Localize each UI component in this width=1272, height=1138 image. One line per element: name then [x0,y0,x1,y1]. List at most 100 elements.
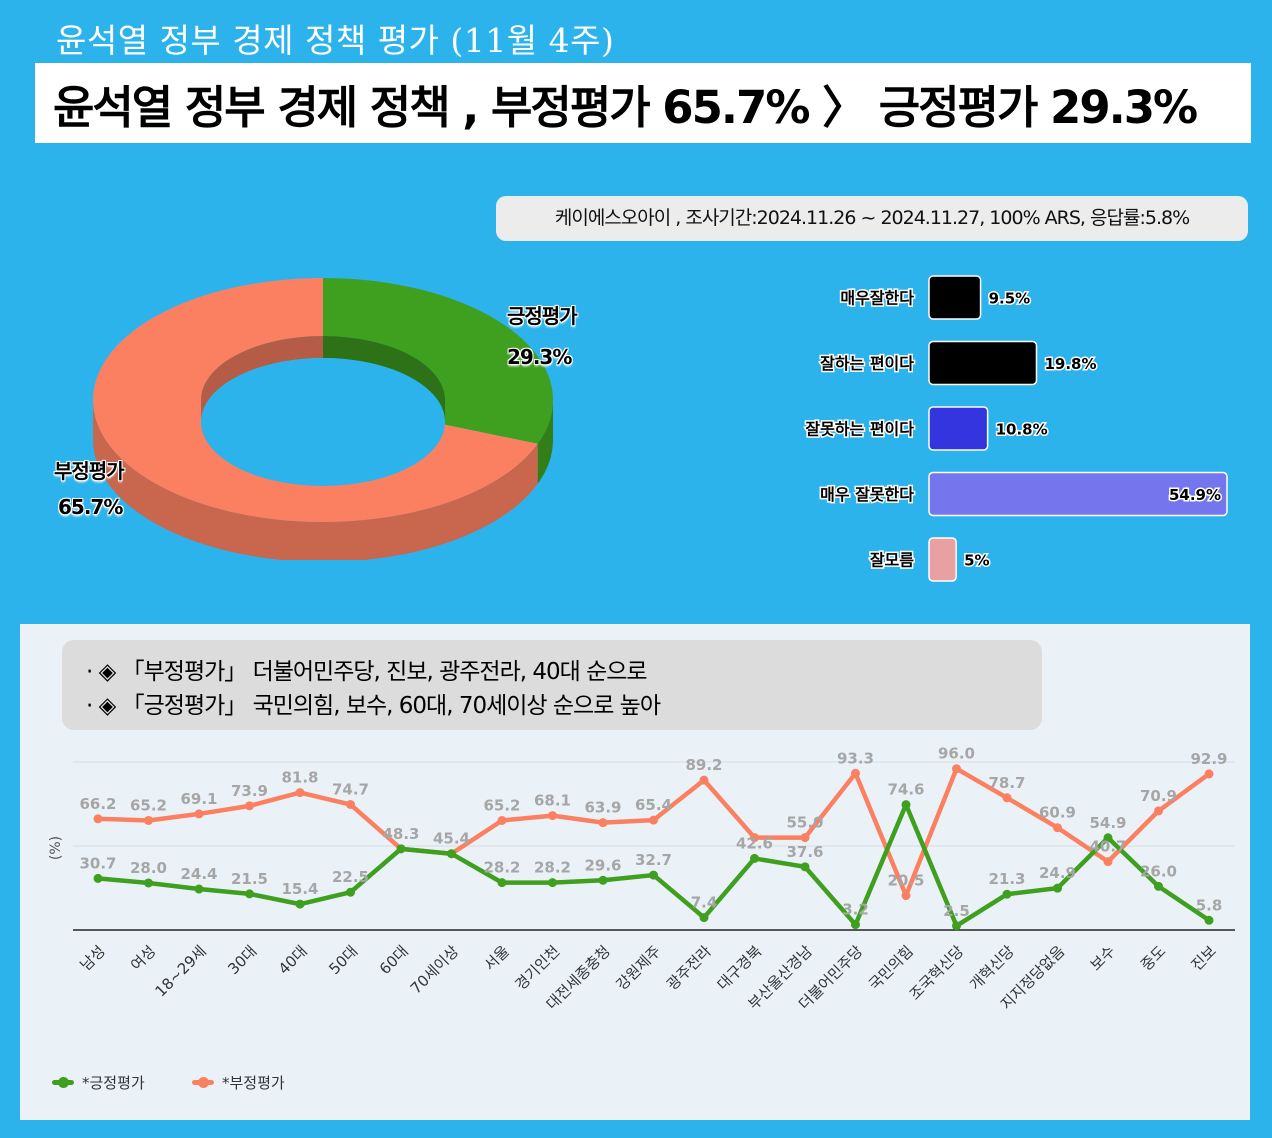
series-1-label-0: 66.2 [79,795,116,813]
bar-value-3: 54.9% [1169,486,1221,504]
series-1-label-2: 69.1 [180,790,217,808]
series-1-point-19 [1053,823,1062,833]
series-0-point-16 [901,800,911,810]
series-0-label-8: 28.2 [483,859,520,877]
series-0-label-6: 48.3 [382,825,419,843]
series-1-point-8 [497,815,507,825]
series-0-label-18: 21.3 [988,870,1025,888]
series-1-point-22 [1204,769,1214,779]
bar-3 [928,471,1228,517]
donut-label-value-0: 29.3% [507,345,572,369]
series-1-point-11 [649,815,658,825]
series-0-label-3: 21.5 [231,870,268,888]
series-0-label-5: 22.5 [332,868,369,886]
series-0-point-4 [295,899,305,909]
series-1-label-4: 81.8 [281,769,318,787]
x-tick-label-6: 60대 [376,942,412,978]
legend-label-positive: *긍정평가 [82,1074,145,1092]
series-1-label-22: 92.9 [1190,750,1227,768]
donut-chart [92,278,553,560]
donut-label-name-1: 부정평가 [54,459,125,483]
series-1-point-13 [750,833,759,843]
headline-box: 윤석열 정부 경제 정책 , 부정평가 65.7% 〉 긍정평가 29.3% [35,63,1251,143]
series-1-label-3: 73.9 [231,782,268,800]
legend-label-negative: *부정평가 [222,1074,285,1092]
series-0-point-18 [1002,889,1012,899]
series-1-point-9 [548,811,557,821]
series-0-point-13 [750,853,759,863]
series-0-point-22 [1204,915,1214,925]
x-tick-label-16: 국민의힘 [865,942,917,994]
series-0-point-3 [245,889,254,899]
x-tick-label-2: 18~29세 [151,942,209,1000]
series-1-point-12 [699,775,709,785]
series-0-point-0 [93,873,103,883]
x-tick-label-3: 30대 [224,942,260,978]
series-0-point-6 [396,844,406,854]
series-1-label-5: 74.7 [332,781,369,799]
x-tick-label-21: 중도 [1137,942,1169,974]
series-0-point-10 [598,875,608,885]
series-0-label-14: 37.6 [786,843,823,861]
series-0-label-21: 26.0 [1140,862,1177,880]
bar-value-4: 5% [964,552,989,570]
series-1-point-16 [901,891,911,901]
series-1-label-11: 65.4 [635,796,672,814]
series-0-label-16: 74.6 [887,781,924,799]
series-0-label-10: 29.6 [584,856,621,874]
series-1-point-5 [346,800,355,810]
series-1-label-17: 96.0 [938,745,975,763]
series-0-label-0: 30.7 [79,854,116,872]
series-1-point-2 [194,809,204,819]
donut-inner-wall-b-0 [323,336,445,422]
series-0-label-11: 32.7 [635,851,672,869]
series-0-label-22: 5.8 [1196,896,1223,914]
series-1-label-19: 60.9 [1039,804,1076,822]
series-1-point-14 [800,833,810,843]
series-0-label-2: 24.4 [180,865,217,883]
x-tick-label-4: 40대 [275,942,311,978]
x-tick-label-12: 광주전라 [663,942,715,994]
series-1-label-8: 65.2 [483,796,520,814]
series-1-point-20 [1103,857,1113,867]
bar-category-4: 잘모름 [870,551,914,570]
series-0-label-1: 28.0 [130,859,167,877]
x-tick-label-1: 여성 [127,942,159,974]
donut-inner-wall-1 [201,336,323,422]
series-0-point-2 [194,884,204,894]
series-0-point-14 [800,862,810,872]
response-bar-chart: 매우잘한다 9.5% 잘하는 편이다 19.8% 잘못하는 편이다 10.8% 매우 잘못한… [804,275,1228,582]
series-1-label-20: 40.7 [1089,838,1126,856]
series-1-label-21: 70.9 [1140,787,1177,805]
series-0-point-11 [649,870,658,880]
series-0-point-15 [851,920,860,930]
bar-category-0: 매우잘한다 [840,289,914,308]
donut-hole [201,358,445,486]
subtitle: 윤석열 정부 경제 정책 평가 (11월 4주) [56,21,615,60]
series-0-label-15: 3.2 [842,901,869,919]
series-0-label-9: 28.2 [534,859,571,877]
headline: 윤석열 정부 경제 정책 , 부정평가 65.7% 〉 긍정평가 29.3% [53,81,1198,134]
donut-label-value-1: 65.7% [58,495,123,519]
bar-value-1: 19.8% [1044,355,1096,373]
series-1-point-18 [1002,793,1012,803]
series-0-label-17: 2.5 [943,902,970,920]
series-1-label-1: 65.2 [130,796,167,814]
x-tick-label-17: 조국혁신당 [906,942,968,1004]
series-1-label-12: 89.2 [685,756,722,774]
series-1-point-21 [1154,806,1163,816]
x-tick-label-5: 50대 [325,942,361,978]
x-tick-label-9: 경기인천 [512,942,564,994]
series-0-point-17 [952,921,961,931]
series-1-point-1 [144,815,153,825]
series-1-label-9: 68.1 [534,792,571,810]
series-0-label-19: 24.9 [1039,864,1076,882]
series-0-label-20: 54.9 [1089,814,1126,832]
x-tick-label-22: 진보 [1188,942,1220,974]
note-positive: · ◈ 「긍정평가」 국민의힘, 보수, 60대, 70세이상 순으로 높아 [86,693,661,719]
series-0-point-5 [346,887,355,897]
series-0-label-7: 45.4 [433,830,470,848]
series-0-point-1 [144,878,153,888]
donut-outer-wall-0 [537,400,553,484]
